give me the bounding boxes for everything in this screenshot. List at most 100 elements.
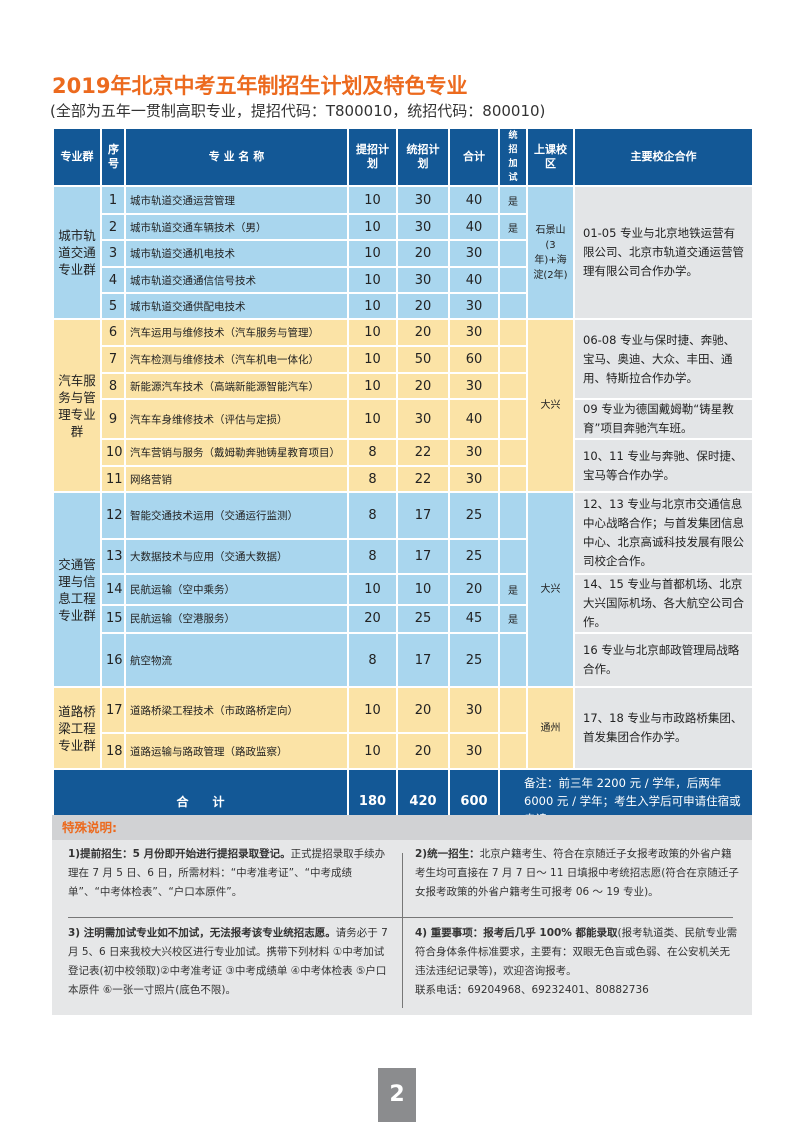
early-quota: 8 bbox=[347, 632, 398, 688]
row-number: 4 bbox=[100, 266, 126, 294]
total-quota: 30 bbox=[448, 239, 500, 268]
row-number: 14 bbox=[100, 573, 126, 606]
total-quota: 30 bbox=[448, 372, 500, 400]
total-quota: 40 bbox=[448, 185, 500, 215]
table-row: 9 汽车车身维修技术（评估与定损） 10 30 40 09 专业为德国戴姆勒“铸星教育”项… bbox=[53, 398, 754, 440]
table-row: 18 道路运输与路政管理（路政监察） 10 20 30 bbox=[53, 732, 753, 770]
major-name: 城市轨道交通供配电技术 bbox=[124, 292, 349, 320]
early-quota: 10 bbox=[347, 686, 398, 734]
row-number: 9 bbox=[100, 398, 126, 440]
extra-exam bbox=[498, 438, 528, 467]
group-name: 汽车服务与管理专业群 bbox=[52, 318, 102, 493]
major-name: 民航运输（空港服务） bbox=[124, 603, 349, 635]
enrollment-table: 专业群 序号专 业 名 称提招计划 统招计划 合计 统招加试 上课校区 主要校企合作 城市轨… bbox=[52, 127, 754, 834]
total-quota: 30 bbox=[448, 318, 500, 347]
extra-exam bbox=[498, 686, 528, 734]
header-campus: 上课校区 bbox=[526, 127, 575, 187]
major-name: 智能交通技术运用（交通运行监测） bbox=[124, 491, 349, 540]
early-quota: 10 bbox=[347, 266, 398, 294]
unified-quota: 20 bbox=[396, 318, 450, 347]
table-row: 2 城市轨道交通车辆技术（男） 10 30 40 是 bbox=[53, 213, 753, 241]
group-name: 道路桥梁工程专业群 bbox=[52, 686, 102, 770]
table-row: 道路桥梁工程专业群 17 道路桥梁工程技术（市政路桥定向） 10 20 30 通州 17、18… bbox=[52, 686, 754, 770]
group-name: 交通管理与信息工程专业群 bbox=[52, 491, 102, 688]
total-quota: 30 bbox=[448, 686, 500, 734]
extra-exam bbox=[498, 372, 528, 400]
extra-exam bbox=[498, 266, 528, 294]
major-name: 汽车运用与维修技术（汽车服务与管理） bbox=[124, 318, 349, 347]
row-number: 11 bbox=[100, 465, 126, 493]
total-quota: 40 bbox=[448, 213, 500, 241]
early-quota: 10 bbox=[347, 239, 398, 268]
unified-quota: 30 bbox=[396, 185, 450, 215]
page-title: 2019年北京中考五年制招生计划及特色专业 bbox=[52, 74, 468, 98]
major-name: 网络营销 bbox=[124, 465, 349, 493]
header-partner: 主要校企合作 bbox=[573, 127, 754, 187]
table-header: 专业群 序号专 业 名 称提招计划 统招计划 合计 统招加试 上课校区 主要校企合作 bbox=[52, 127, 754, 187]
major-name: 汽车车身维修技术（评估与定损） bbox=[124, 398, 349, 440]
major-name: 民航运输（空中乘务） bbox=[124, 573, 349, 606]
partner-info: 09 专业为德国戴姆勒“铸星教育”项目奔驰汽车班。 bbox=[573, 398, 754, 440]
major-name: 新能源汽车技术（高端新能源智能汽车） bbox=[124, 372, 349, 400]
major-name: 大数据技术与应用（交通大数据） bbox=[124, 538, 349, 575]
major-name: 汽车营销与服务（戴姆勒奔驰铸星教育项目） bbox=[124, 438, 349, 467]
row-number: 10 bbox=[100, 438, 126, 467]
unified-quota: 30 bbox=[396, 398, 450, 440]
partner-info: 06-08 专业与保时捷、奔驰、宝马、奥迪、大众、丰田、通用、特斯拉合作办学。 bbox=[573, 318, 754, 400]
unified-quota: 30 bbox=[396, 266, 450, 294]
extra-exam bbox=[498, 292, 528, 320]
note-2-heading: 2)统一招生： bbox=[415, 848, 480, 860]
major-name: 航空物流 bbox=[124, 632, 349, 688]
early-quota: 20 bbox=[347, 603, 398, 635]
early-quota: 8 bbox=[347, 491, 398, 540]
header-early: 提招计划 bbox=[347, 127, 398, 187]
table-row: 城市轨道交通专业群 1 城市轨道交通运营管理 10 30 40 是石景山(3年)+海淀(2年… bbox=[52, 185, 754, 320]
total-quota: 25 bbox=[448, 538, 500, 575]
partner-info: 17、18 专业与市政路桥集团、首发集团合作办学。 bbox=[573, 686, 754, 770]
unified-quota: 50 bbox=[396, 345, 450, 374]
contact-phone: 联系电话：69204968、69232401、80882736 bbox=[415, 984, 649, 996]
table-row: 3 城市轨道交通机电技术 10 20 30 bbox=[53, 239, 753, 268]
extra-exam bbox=[498, 239, 528, 268]
row-number: 15 bbox=[100, 603, 126, 635]
note-2-text: 北京户籍考生、符合在京随迁子女报考政策的外省户籍考生均可直接在 7 月 7 日～… bbox=[415, 848, 739, 898]
unified-quota: 20 bbox=[396, 372, 450, 400]
total-quota: 25 bbox=[448, 632, 500, 688]
early-quota: 10 bbox=[347, 292, 398, 320]
header-group: 专业群 bbox=[52, 127, 102, 187]
total-quota: 25 bbox=[448, 491, 500, 540]
total-quota: 30 bbox=[448, 292, 500, 320]
early-quota: 10 bbox=[347, 573, 398, 606]
total-quota: 20 bbox=[448, 573, 500, 606]
row-number: 1 bbox=[100, 185, 126, 215]
major-name: 城市轨道交通机电技术 bbox=[124, 239, 349, 268]
major-name: 道路桥梁工程技术（市政路桥定向） bbox=[124, 686, 349, 734]
table-row: 14 民航运输（空中乘务） 10 10 20 是 14、15 专业与首都机场、北京大兴国际机… bbox=[53, 573, 754, 634]
row-number: 6 bbox=[100, 318, 126, 347]
unified-quota: 10 bbox=[396, 573, 450, 606]
early-quota: 10 bbox=[347, 372, 398, 400]
partner-info: 16 专业与北京邮政管理局战略合作。 bbox=[573, 632, 754, 688]
early-quota: 8 bbox=[347, 438, 398, 467]
unified-quota: 17 bbox=[396, 632, 450, 688]
row-number: 2 bbox=[100, 213, 126, 241]
partner-info: 14、15 专业与首都机场、北京大兴国际机场、各大航空公司合作。 bbox=[573, 573, 754, 634]
total-quota: 40 bbox=[448, 398, 500, 440]
table-row: 13 大数据技术与应用（交通大数据） 8 17 25 bbox=[53, 538, 753, 575]
row-number: 5 bbox=[100, 292, 126, 320]
header-exam: 统招加试 bbox=[498, 127, 528, 187]
unified-quota: 22 bbox=[396, 465, 450, 493]
unified-quota: 25 bbox=[396, 603, 450, 635]
row-number: 12 bbox=[100, 491, 126, 540]
total-quota: 30 bbox=[448, 465, 500, 493]
early-quota: 10 bbox=[347, 213, 398, 241]
early-quota: 10 bbox=[347, 318, 398, 347]
unified-quota: 22 bbox=[396, 438, 450, 467]
table-row: 16 航空物流 8 17 25 16 专业与北京邮政管理局战略合作。 bbox=[53, 632, 754, 688]
row-number: 8 bbox=[100, 372, 126, 400]
note-1-heading: 1)提前招生：5 月份即开始进行提招录取登记。 bbox=[68, 848, 291, 860]
table-row: 7 汽车检测与维修技术（汽车机电一体化） 10 50 60 bbox=[53, 345, 753, 374]
row-number: 17 bbox=[100, 686, 126, 734]
total-quota: 60 bbox=[448, 345, 500, 374]
